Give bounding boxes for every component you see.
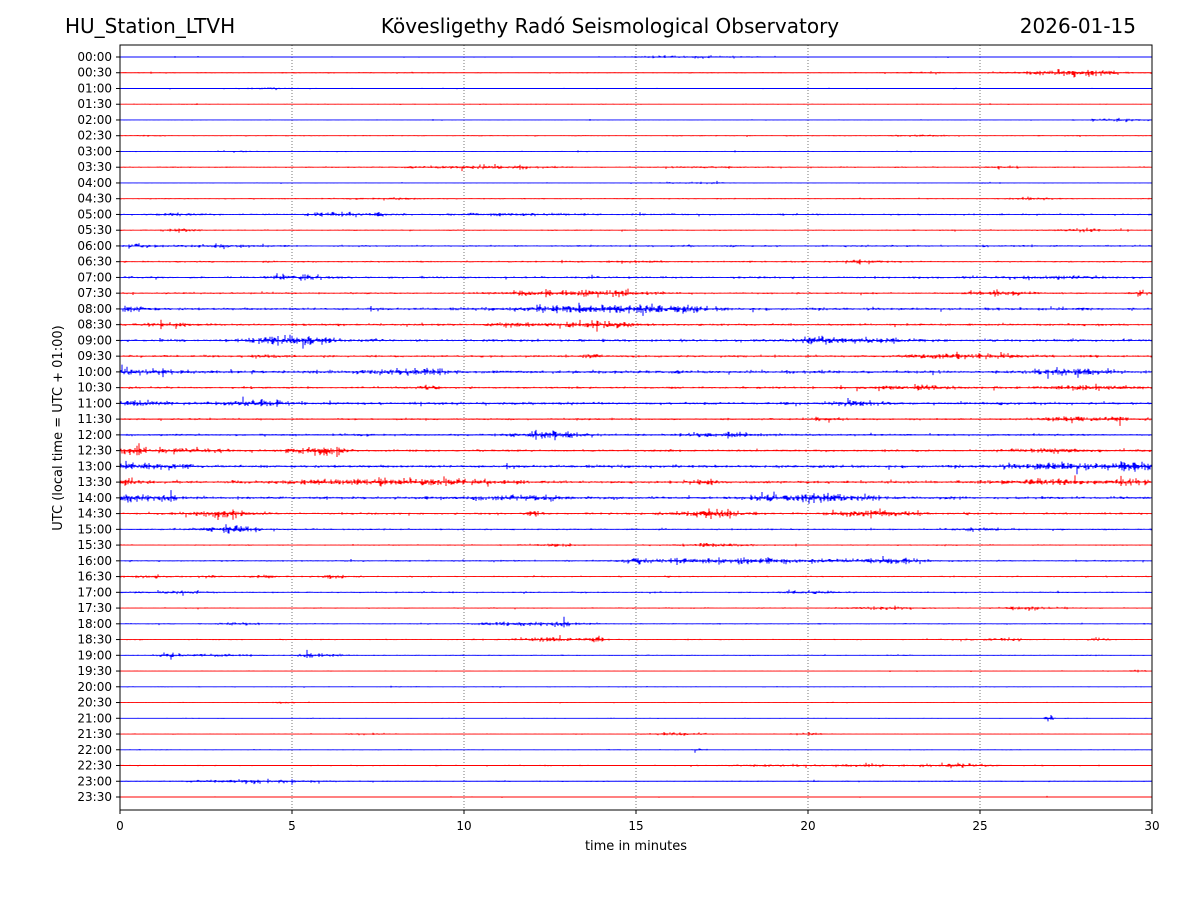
- y-tick-label: 23:00: [77, 774, 112, 788]
- y-tick-label: 08:30: [77, 318, 112, 332]
- y-tick-label: 18:30: [77, 633, 112, 647]
- y-tick-label: 02:30: [77, 129, 112, 143]
- x-tick-label: 20: [800, 819, 815, 833]
- y-axis-label: UTC (local time = UTC + 01:00): [51, 325, 66, 530]
- y-tick-label: 13:30: [77, 475, 112, 489]
- y-tick-label: 04:00: [77, 176, 112, 190]
- y-tick-label: 16:30: [77, 570, 112, 584]
- grid-lines: [291, 45, 981, 810]
- y-tick-label: 07:00: [77, 270, 112, 284]
- y-tick-label: 12:00: [77, 428, 112, 442]
- y-tick-label: 01:00: [77, 81, 112, 95]
- y-tick-label: 21:30: [77, 727, 112, 741]
- y-tick-label: 10:30: [77, 381, 112, 395]
- y-tick-label: 22:30: [77, 759, 112, 773]
- y-tick-label: 06:30: [77, 255, 112, 269]
- x-axis-ticks: 0 5 10 15 20 25 30: [116, 810, 1160, 833]
- y-tick-label: 20:00: [77, 680, 112, 694]
- x-axis-label: time in minutes: [585, 839, 687, 854]
- y-tick-label: 03:30: [77, 160, 112, 174]
- y-tick-label: 21:00: [77, 711, 112, 725]
- x-tick-label: 10: [456, 819, 471, 833]
- y-tick-label: 11:00: [77, 396, 112, 410]
- y-tick-label: 11:30: [77, 412, 112, 426]
- y-tick-label: 02:00: [77, 113, 112, 127]
- y-tick-label: 06:00: [77, 239, 112, 253]
- y-tick-label: 15:00: [77, 522, 112, 536]
- y-tick-label: 17:00: [77, 585, 112, 599]
- y-tick-label: 14:00: [77, 491, 112, 505]
- y-tick-label: 12:30: [77, 444, 112, 458]
- x-tick-label: 15: [628, 819, 643, 833]
- y-tick-label: 09:00: [77, 333, 112, 347]
- x-tick-label: 0: [116, 819, 124, 833]
- x-tick-label: 5: [288, 819, 296, 833]
- y-tick-label: 07:30: [77, 286, 112, 300]
- y-tick-label: 09:30: [77, 349, 112, 363]
- y-tick-label: 08:00: [77, 302, 112, 316]
- y-tick-label: 03:00: [77, 144, 112, 158]
- chart-title: Kövesligethy Radó Seismological Observat…: [380, 14, 840, 38]
- y-tick-label: 19:00: [77, 648, 112, 662]
- y-tick-label: 16:00: [77, 554, 112, 568]
- y-tick-label: 22:00: [77, 743, 112, 757]
- y-tick-label: 18:00: [77, 617, 112, 631]
- y-tick-label: 19:30: [77, 664, 112, 678]
- y-tick-label: 20:30: [77, 696, 112, 710]
- chart-date: 2026-01-15: [1019, 14, 1136, 38]
- y-tick-label: 23:30: [77, 790, 112, 804]
- y-tick-label: 05:30: [77, 223, 112, 237]
- seismogram-traces: [119, 55, 1153, 798]
- y-tick-label: 15:30: [77, 538, 112, 552]
- x-tick-label: 30: [1144, 819, 1159, 833]
- trace-0030: [119, 69, 1153, 78]
- y-tick-label: 01:30: [77, 97, 112, 111]
- y-tick-label: 10:00: [77, 365, 112, 379]
- y-tick-label: 14:30: [77, 507, 112, 521]
- y-tick-label: 00:00: [77, 50, 112, 64]
- x-tick-label: 25: [972, 819, 987, 833]
- y-tick-label: 17:30: [77, 601, 112, 615]
- y-tick-label: 05:00: [77, 207, 112, 221]
- trace-0930: [119, 351, 1153, 360]
- station-name: HU_Station_LTVH: [65, 14, 236, 38]
- y-tick-label: 13:00: [77, 459, 112, 473]
- y-tick-label: 04:30: [77, 192, 112, 206]
- y-tick-label: 00:30: [77, 66, 112, 80]
